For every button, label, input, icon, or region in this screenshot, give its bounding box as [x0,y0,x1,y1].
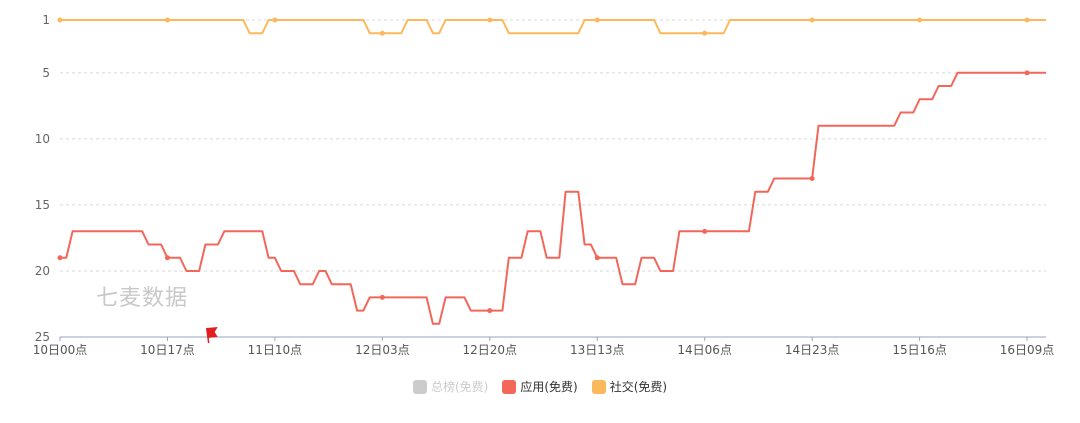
x-tick-label: 14日06点 [677,343,732,357]
x-tick-label: 14日23点 [785,343,840,357]
watermark-text: 七麦数据 [96,286,189,311]
legend-swatch [502,379,517,394]
legend-item[interactable]: 应用(免费) [502,378,578,395]
x-tick-label: 13日13点 [570,343,625,357]
data-point [702,228,708,234]
data-point [379,30,385,36]
data-point [594,255,600,261]
data-point [809,176,815,181]
x-tick-label: 15日16点 [892,343,947,357]
data-point [164,255,170,261]
series-line [60,19,1046,35]
x-tick-label: 10日17点 [140,343,195,357]
x-tick-label: 16日09点 [1000,343,1055,357]
data-point [487,308,493,314]
x-tick-label: 12日03点 [355,343,410,357]
data-point [917,17,923,23]
data-point [487,17,493,23]
y-tick-label: 10 [35,132,50,146]
data-point [1024,17,1030,23]
legend-swatch [591,379,606,394]
data-point [164,17,170,23]
flag-icon [206,327,218,338]
chart-legend: 总榜(免费) 应用(免费) 社交(免费) [0,378,1080,395]
data-point [57,255,63,261]
data-point [594,17,600,23]
y-tick-label: 25 [35,330,50,344]
legend-label: 社交(免费) [609,380,668,394]
data-point [809,17,815,23]
series-line [60,71,1046,325]
data-point [1024,70,1030,76]
y-tick-label: 20 [35,264,50,278]
x-tick-label: 12日20点 [463,343,518,357]
flag-pole [205,327,210,344]
legend-label: 总榜(免费) [430,380,489,394]
data-point [379,294,385,300]
legend-item[interactable]: 总榜(免费) [412,378,489,395]
data-point [272,17,278,23]
y-tick-label: 5 [42,66,50,80]
legend-label: 应用(免费) [520,380,578,394]
y-tick-label: 1 [42,13,50,27]
y-tick-label: 15 [35,198,50,212]
legend-swatch [412,379,427,394]
data-point [702,30,708,36]
x-tick-label: 10日00点 [33,343,88,357]
x-tick-label: 11日10点 [248,343,303,357]
data-point [57,17,63,23]
legend-item[interactable]: 社交(免费) [591,378,668,395]
